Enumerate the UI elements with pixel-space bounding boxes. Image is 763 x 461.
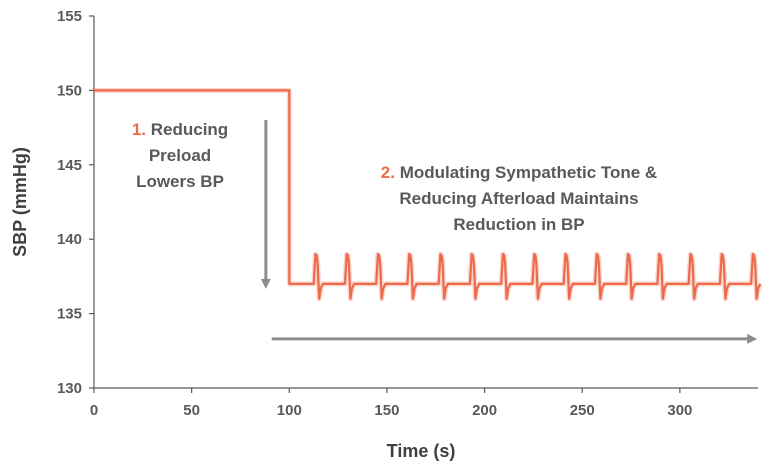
annotation-2-line-2: Reducing Afterload Maintains	[399, 189, 638, 208]
series-line	[94, 89, 762, 300]
y-axis-title: SBP (mmHg)	[10, 147, 30, 257]
annotation-2: 2. Modulating Sympathetic Tone & Reducin…	[381, 163, 657, 234]
annotation-1: 1. Reducing Preload Lowers BP	[132, 120, 228, 191]
x-tick-label: 300	[667, 402, 692, 419]
axes	[89, 15, 758, 393]
annotation-1-line-2: Preload	[149, 146, 211, 165]
arrows-layer	[260, 120, 758, 344]
annotation-2-line-1: 2. Modulating Sympathetic Tone &	[381, 163, 657, 182]
series-layer	[94, 87, 763, 302]
x-tick-label: 200	[472, 402, 497, 419]
tick-labels: 130 135 140 145 150 155 0 50 100 150 200 250 300	[57, 8, 692, 419]
x-axis-title: Time (s)	[387, 441, 456, 461]
y-tick-label: 145	[57, 157, 82, 174]
y-tick-label: 135	[57, 306, 82, 323]
annotation-1-line-1-text: Reducing	[151, 120, 228, 139]
y-tick-label: 140	[57, 231, 82, 248]
x-tick-label: 0	[90, 402, 98, 419]
x-tick-label: 100	[277, 402, 302, 419]
x-tick-label: 150	[374, 402, 399, 419]
annotation-2-line-3: Reduction in BP	[453, 215, 584, 234]
annotation-2-line-1-text: Modulating Sympathetic Tone &	[400, 163, 658, 182]
x-tick-label: 250	[570, 402, 595, 419]
annotation-1-line-3: Lowers BP	[136, 172, 224, 191]
y-tick-label: 155	[57, 8, 82, 25]
annotation-2-number: 2.	[381, 163, 395, 182]
x-tick-label: 50	[183, 402, 200, 419]
y-tick-label: 150	[57, 82, 82, 99]
y-tick-label: 130	[57, 380, 82, 397]
annotation-1-number: 1.	[132, 120, 146, 139]
annotation-1-line-1: 1. Reducing	[132, 120, 228, 139]
